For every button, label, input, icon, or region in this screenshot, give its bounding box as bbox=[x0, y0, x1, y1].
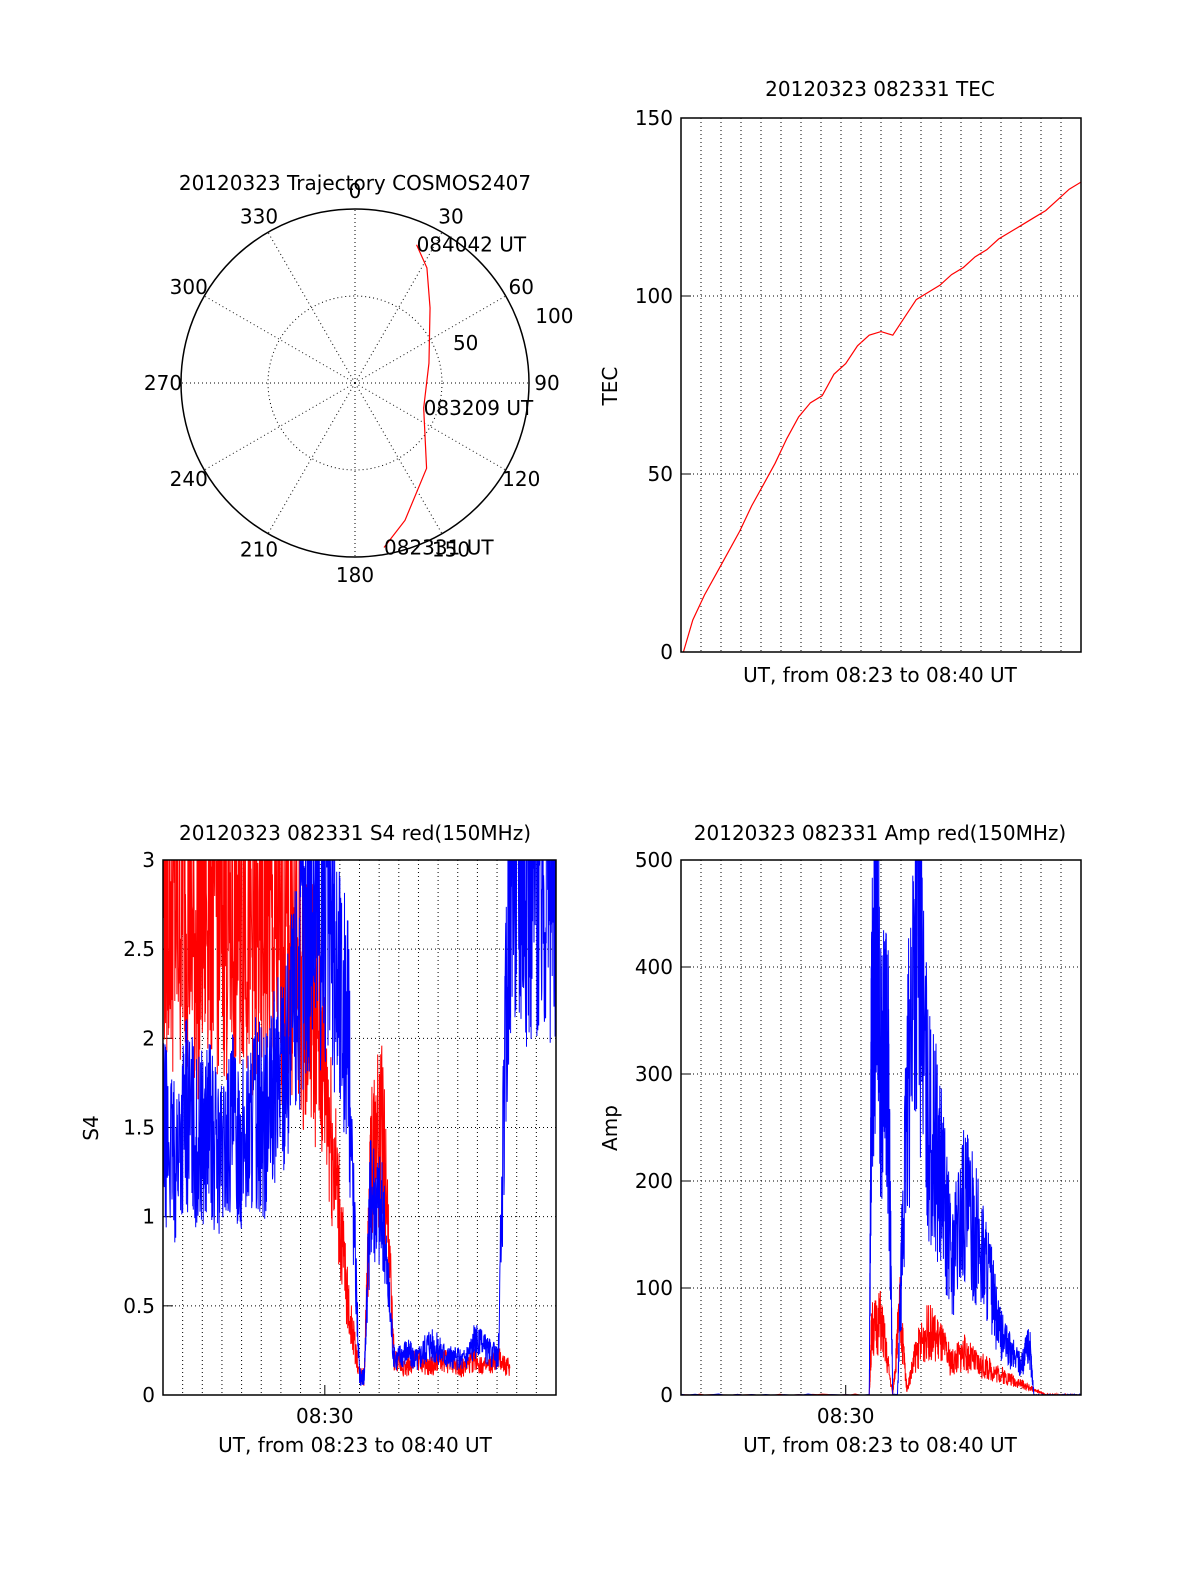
tec-xlabel: UT, from 08:23 to 08:40 UT bbox=[743, 663, 1018, 687]
amp-xlabel: UT, from 08:23 to 08:40 UT bbox=[743, 1433, 1018, 1457]
series-line-red bbox=[681, 1276, 1081, 1395]
series-line-blue bbox=[163, 860, 556, 1386]
y-tick-label: 1 bbox=[142, 1205, 155, 1229]
s4-title: 20120323 082331 S4 red(150MHz) bbox=[179, 821, 531, 845]
series-line-red bbox=[682, 181, 1081, 652]
polar-spoke bbox=[354, 232, 443, 384]
plot-frame bbox=[162, 859, 557, 1396]
polar-azimuth-label: 270 bbox=[144, 371, 182, 395]
x-tick-label: 08:30 bbox=[817, 1404, 875, 1428]
polar-spoke bbox=[267, 232, 356, 384]
series-line-blue bbox=[681, 860, 1081, 1395]
series-group bbox=[681, 860, 1081, 1395]
y-tick-label: 100 bbox=[635, 284, 673, 308]
polar-spoke bbox=[204, 382, 356, 471]
polar-spoke bbox=[354, 295, 506, 384]
tec-ylabel: TEC bbox=[598, 367, 622, 407]
polar-annotation: 083209 UT bbox=[424, 396, 534, 420]
polar-azimuth-label: 90 bbox=[534, 371, 559, 395]
polar-azimuth-label: 120 bbox=[502, 467, 540, 491]
y-tick-label: 500 bbox=[635, 848, 673, 872]
amp-plot: 20120323 082331 Amp red(150MHz) UT, from… bbox=[598, 821, 1082, 1457]
polar-radial-label: 50 bbox=[453, 331, 478, 355]
y-tick-label: 0 bbox=[660, 640, 673, 664]
polar-azimuth-label: 30 bbox=[438, 205, 463, 229]
x-tick-label: 08:30 bbox=[296, 1404, 354, 1428]
polar-azimuth-label: 150 bbox=[432, 537, 470, 561]
polar-annotation: 084042 UT bbox=[417, 233, 527, 257]
tec-plot: 20120323 082331 TEC UT, from 08:23 to 08… bbox=[598, 77, 1082, 687]
y-tick-label: 0 bbox=[142, 1383, 155, 1407]
s4-xlabel: UT, from 08:23 to 08:40 UT bbox=[218, 1433, 493, 1457]
polar-spoke bbox=[354, 382, 506, 471]
plot-frame bbox=[680, 117, 1082, 653]
polar-spoke bbox=[354, 382, 443, 534]
tec-title: 20120323 082331 TEC bbox=[765, 77, 995, 101]
y-tick-label: 2.5 bbox=[123, 937, 155, 961]
polar-spoke bbox=[204, 295, 356, 384]
series-line-red bbox=[163, 860, 511, 1386]
y-tick-label: 0.5 bbox=[123, 1294, 155, 1318]
polar-azimuth-label: 300 bbox=[170, 275, 208, 299]
polar-azimuth-label: 330 bbox=[240, 205, 278, 229]
series-group bbox=[682, 181, 1081, 652]
polar-azimuth-label: 180 bbox=[336, 563, 374, 587]
polar-azimuth-label: 240 bbox=[170, 467, 208, 491]
polar-trajectory-line bbox=[383, 244, 431, 548]
series-group bbox=[163, 860, 556, 1386]
polar-outer-circle bbox=[180, 208, 530, 558]
polar-spoke bbox=[267, 382, 356, 534]
polar-inner-circle bbox=[267, 295, 443, 471]
s4-ylabel: S4 bbox=[79, 1115, 103, 1140]
y-tick-label: 150 bbox=[635, 106, 673, 130]
y-tick-label: 100 bbox=[635, 1276, 673, 1300]
y-tick-label: 0 bbox=[660, 1383, 673, 1407]
polar-azimuth-label: 60 bbox=[509, 275, 534, 299]
plot-frame bbox=[680, 859, 1082, 1396]
polar-trajectory-plot: 20120323 Trajectory COSMOS2407 0 30 60 90 12… bbox=[144, 171, 574, 587]
y-tick-label: 50 bbox=[648, 462, 673, 486]
amp-ylabel: Amp bbox=[598, 1105, 622, 1151]
polar-radial-label: 100 bbox=[535, 304, 573, 328]
y-tick-label: 1.5 bbox=[123, 1116, 155, 1140]
polar-azimuth-label: 0 bbox=[349, 179, 362, 203]
y-tick-label: 300 bbox=[635, 1062, 673, 1086]
y-tick-label: 400 bbox=[635, 955, 673, 979]
y-tick-label: 2 bbox=[142, 1026, 155, 1050]
y-tick-label: 3 bbox=[142, 848, 155, 872]
polar-azimuth-label: 210 bbox=[240, 537, 278, 561]
amp-title: 20120323 082331 Amp red(150MHz) bbox=[694, 821, 1066, 845]
y-tick-label: 200 bbox=[635, 1169, 673, 1193]
s4-plot: 20120323 082331 S4 red(150MHz) UT, from … bbox=[79, 821, 557, 1457]
polar-annotation: 082331 UT bbox=[384, 536, 494, 560]
polar-title: 20120323 Trajectory COSMOS2407 bbox=[179, 171, 531, 195]
